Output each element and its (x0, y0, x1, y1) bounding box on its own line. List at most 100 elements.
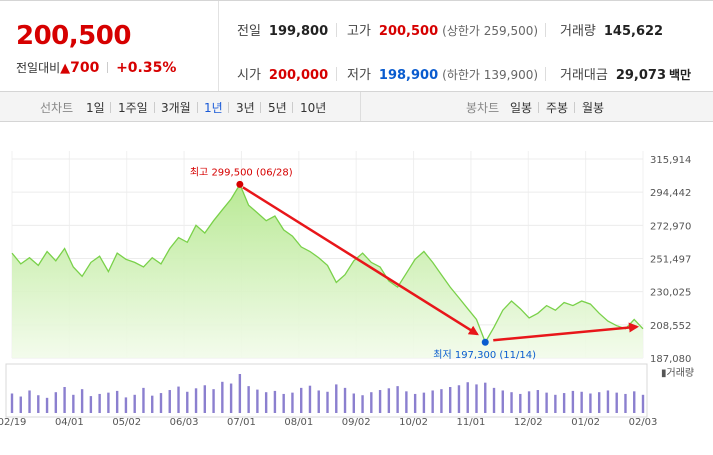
divider (292, 102, 293, 113)
volume-label: 거래량 (560, 24, 596, 39)
amount-value: 29,073 (615, 68, 667, 83)
low-point (481, 338, 489, 346)
volume-bar (387, 388, 391, 413)
volume-bar (221, 381, 224, 413)
volume-bar (273, 390, 277, 413)
chart-range-tabs: 선차트 1일 1주일 3개월 1년 3년 5년 10년 봉차트 일봉 주봉 월봉 (0, 92, 713, 122)
volume-bar (10, 393, 14, 413)
volume-bar (440, 389, 443, 413)
y-tick-label: 230,025 (650, 288, 691, 299)
divider (154, 102, 155, 113)
price-change: 전일대비▲700 +0.35% (16, 59, 176, 76)
tab-1d[interactable]: 1일 (86, 101, 105, 115)
volume-bar (63, 387, 66, 413)
volume-bar (308, 385, 312, 413)
volume-bar (343, 387, 347, 413)
high-point (236, 180, 244, 188)
current-price: 200,500 (16, 21, 131, 51)
volume-bar (168, 390, 171, 413)
volume-bar (562, 393, 566, 413)
tab-10y[interactable]: 10년 (300, 101, 327, 115)
divider (336, 23, 337, 37)
high-annotation: 최고 299,500 (06/28) (190, 166, 293, 178)
low-value: 198,900 (378, 68, 439, 83)
diff-value: 700 (70, 60, 100, 76)
volume-bar (457, 385, 461, 413)
divider (110, 102, 111, 113)
volume-bar (510, 392, 513, 413)
y-tick-label: 294,442 (650, 188, 691, 199)
volume-bar (159, 393, 163, 413)
tab-3y[interactable]: 3년 (236, 101, 255, 115)
volume-label: ▮거래량 (661, 367, 694, 379)
y-tick-label: 187,080 (650, 354, 691, 365)
open-price: 시가 200,000 (237, 64, 328, 83)
divider (545, 23, 546, 37)
tab-weekly[interactable]: 주봉 (546, 101, 569, 115)
volume-bar (238, 374, 242, 413)
x-tick-label: 01/02 (571, 417, 600, 428)
x-tick-label: 02/03 (629, 417, 658, 428)
low-label: 저가 (347, 68, 371, 83)
price-chart: 최고 299,500 (06/28) 최저 197,300 (11/14) 315… (0, 151, 694, 428)
open-label: 시가 (237, 68, 261, 83)
divider (228, 102, 229, 113)
x-tick-label: 09/02 (342, 417, 371, 428)
line-chart-label: 선차트 (40, 101, 74, 115)
price-line (11, 182, 644, 344)
volume-bar (519, 393, 522, 413)
volume-bar (264, 392, 268, 413)
volume-bar (115, 390, 119, 413)
diff-rate: +0.35% (116, 60, 177, 76)
up-triangle-icon: ▲ (60, 61, 71, 76)
tab-1w[interactable]: 1주일 (118, 101, 148, 115)
volume-bar (378, 390, 382, 413)
volume-bar (501, 390, 504, 413)
volume-bar (142, 387, 145, 413)
volume-bar (466, 382, 469, 413)
divider (545, 67, 546, 81)
amount-unit: 백만 (669, 68, 692, 82)
volume-bar (54, 392, 58, 413)
volume-bar (19, 396, 22, 413)
price-area (12, 184, 643, 358)
volume-bar (527, 391, 531, 413)
volume: 거래량 145,622 (560, 20, 663, 39)
tab-3m[interactable]: 3개월 (161, 101, 191, 115)
divider (360, 92, 361, 121)
tab-5y[interactable]: 5년 (268, 101, 287, 115)
volume-bar (352, 393, 355, 413)
high-price: 고가 200,500 (상한가 259,500) (347, 20, 538, 39)
y-tick-label: 315,914 (650, 155, 691, 166)
divider (574, 102, 575, 113)
low-price: 저가 198,900 (하한가 139,900) (347, 64, 538, 83)
volume-bar (554, 394, 557, 413)
volume-bar (633, 391, 636, 413)
volume-bar (484, 382, 487, 413)
flat-arrow (493, 322, 639, 342)
volume-bar (107, 392, 110, 413)
x-tick-label: 07/01 (227, 417, 256, 428)
prev-label: 전일 (237, 24, 261, 39)
volume-bar (615, 392, 618, 413)
volume-bar (80, 389, 84, 413)
volume-bar (89, 396, 93, 413)
candle-chart-label: 봉차트 (466, 101, 500, 115)
upper-limit: (상한가 259,500) (442, 24, 539, 38)
volume-bar (247, 386, 250, 413)
volume-bar (212, 389, 215, 413)
divider (260, 102, 261, 113)
volume-bar (28, 390, 31, 413)
tab-daily[interactable]: 일봉 (510, 101, 533, 115)
trade-amount: 거래대금 29,073 백만 (560, 64, 691, 83)
volume-bar (370, 392, 373, 413)
volume-panel-frame (5, 363, 648, 418)
tab-1y[interactable]: 1년 (204, 101, 223, 115)
volume-bar (624, 393, 627, 413)
diff-label: 전일대비 (16, 61, 61, 75)
volume-bar (124, 397, 128, 413)
divider (336, 67, 337, 81)
tab-monthly[interactable]: 월봉 (582, 101, 605, 115)
x-tick-label: 02/19 (0, 417, 26, 428)
volume-value: 145,622 (603, 24, 664, 39)
